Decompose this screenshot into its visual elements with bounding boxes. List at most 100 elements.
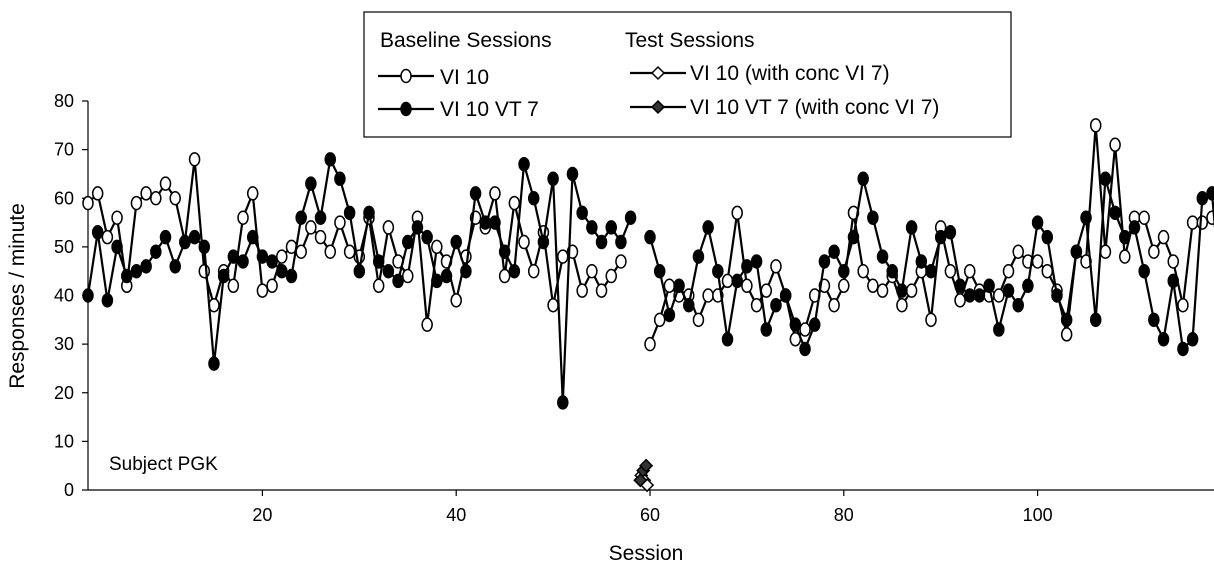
data-point [576,205,588,221]
y-axis-label: Responses / minute [6,203,29,389]
data-point [1186,332,1199,347]
data-point [789,317,802,332]
data-point [1089,118,1102,133]
data-point [750,297,763,313]
data-point [615,234,627,250]
y-tick-label: 10 [54,431,74,451]
data-point [973,288,986,303]
data-point [527,263,540,279]
data-point [615,254,627,269]
data-point [140,186,152,201]
data-point [111,239,123,255]
data-point [1167,273,1179,289]
data-point [905,220,918,235]
data-point [402,234,414,250]
legend-marker-2 [400,101,412,117]
data-point [1031,254,1044,269]
data-point [498,268,511,284]
y-tick-label: 50 [54,237,74,257]
legend-marker-1 [400,68,412,84]
data-point [402,268,414,284]
data-point [431,273,443,289]
x-axis-label: Session [609,542,684,565]
data-point [1196,191,1209,206]
data-point [547,171,559,187]
data-point [1041,263,1054,279]
data-point [818,254,831,269]
data-point [653,312,666,328]
data-point [1109,205,1121,221]
data-point [1177,297,1189,313]
data-point [1070,244,1083,259]
data-point [353,263,366,279]
data-point [334,171,346,187]
data-point [692,249,705,264]
data-point [644,229,656,245]
data-point [1051,288,1063,303]
data-point [576,283,588,298]
data-point [508,195,521,211]
data-point [508,263,521,279]
data-point [372,254,385,269]
data-point [101,229,114,245]
legend-header-test: Test Sessions [625,29,755,52]
series-2 [82,152,1214,410]
data-point [91,225,104,240]
y-ticks: 0 10 20 30 40 50 60 70 80 [54,91,88,500]
data-point [479,215,492,230]
data-point [266,278,278,294]
data-point [150,244,162,259]
data-point [876,283,889,298]
data-point [1186,215,1199,230]
data-point [925,312,937,328]
data-point [566,166,579,182]
data-point [150,191,162,206]
data-point [557,395,569,410]
data-point [314,229,327,245]
data-point [1177,341,1189,357]
y-tick-label: 30 [54,334,74,354]
data-point [217,268,230,284]
data-point [159,229,172,245]
subject-annotation: Subject PGK [109,454,218,475]
data-point [256,283,269,298]
data-point [343,244,356,259]
data-point [159,176,172,191]
x-tick-label: 100 [1023,505,1053,525]
x-tick-label: 40 [446,505,466,525]
data-point [188,152,201,167]
data-point [1099,244,1112,259]
data-point [838,263,850,279]
data-point [1148,244,1160,259]
series-layer [82,118,1214,493]
data-point [779,288,792,303]
data-point [1012,297,1024,313]
data-point [896,283,908,298]
data-point [1206,210,1214,225]
x-tick-label: 20 [252,505,272,525]
data-point [324,244,336,259]
data-point [770,297,782,313]
data-point [741,278,753,294]
data-point [857,171,869,187]
data-point [305,176,317,191]
legend-box [363,11,1012,138]
data-point [692,312,705,328]
data-point [227,249,240,264]
data-point [925,263,937,279]
data-point [721,332,734,347]
data-point [489,215,501,230]
data-point [1157,332,1170,347]
data-point [799,322,811,337]
data-point [1109,137,1121,153]
data-point [305,220,317,235]
data-point [121,268,133,284]
data-point [1002,283,1015,298]
data-point [363,205,375,221]
data-point [334,215,346,230]
data-point [537,234,550,250]
data-point [295,244,307,259]
data-point [1196,215,1209,230]
data-point [518,234,530,250]
